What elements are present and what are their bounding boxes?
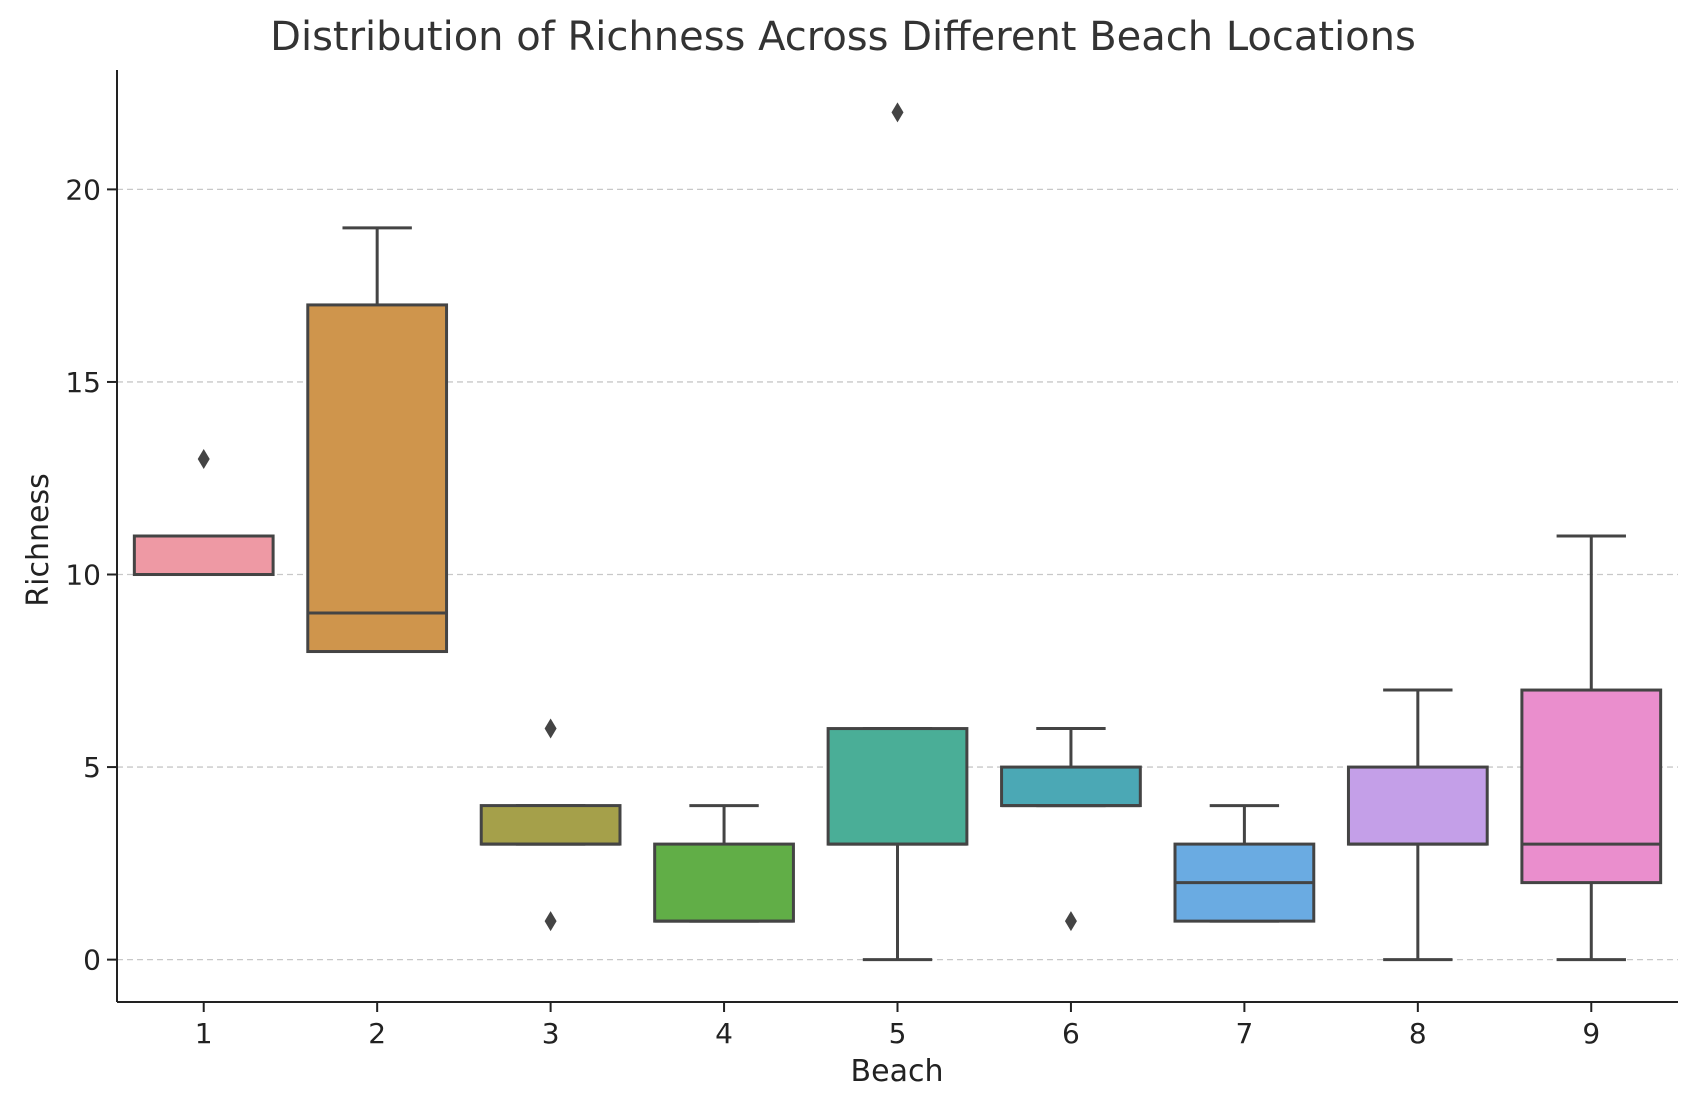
y-tick-label: 20 [65,173,101,206]
box-group [826,102,969,962]
box-rect [826,727,969,846]
box-rect [479,804,622,846]
ticks: 0 5 10 15 20 1 2 3 4 5 6 7 8 9 [65,173,1600,1050]
box-group [306,226,449,654]
boxes [132,102,1663,962]
box-group [132,448,275,577]
y-tick-label: 0 [83,944,101,977]
outlier-point [544,911,557,932]
outlier-point [544,718,557,739]
box-rect [1346,765,1489,846]
y-axis-label: Richness [21,473,56,606]
x-tick-label: 6 [1062,1017,1080,1050]
box-group [1346,688,1489,962]
x-tick-label: 2 [368,1017,386,1050]
box-rect [1000,765,1142,808]
x-tick-label: 9 [1582,1017,1600,1050]
box-group [1173,804,1316,923]
box-rect [132,534,275,577]
x-tick-label: 1 [195,1017,213,1050]
box-rect [653,842,795,923]
x-tick-label: 3 [542,1017,560,1050]
box-rect [1520,688,1663,885]
outlier-point [891,102,904,123]
box-group [479,718,622,932]
x-axis-label: Beach [851,1054,944,1089]
x-tick-label: 8 [1409,1017,1427,1050]
outlier-point [197,448,210,469]
outlier-point [1064,911,1077,932]
y-tick-label: 15 [65,366,101,399]
x-tick-label: 7 [1235,1017,1253,1050]
box-group [653,804,795,923]
x-tick-label: 4 [715,1017,733,1050]
y-tick-label: 5 [83,751,101,784]
box-rect [306,303,449,654]
box-group [1520,534,1663,962]
y-tick-label: 10 [65,559,101,592]
x-tick-label: 5 [889,1017,907,1050]
chart-title: Distribution of Richness Across Differen… [270,14,1416,60]
box-group [1000,727,1142,932]
